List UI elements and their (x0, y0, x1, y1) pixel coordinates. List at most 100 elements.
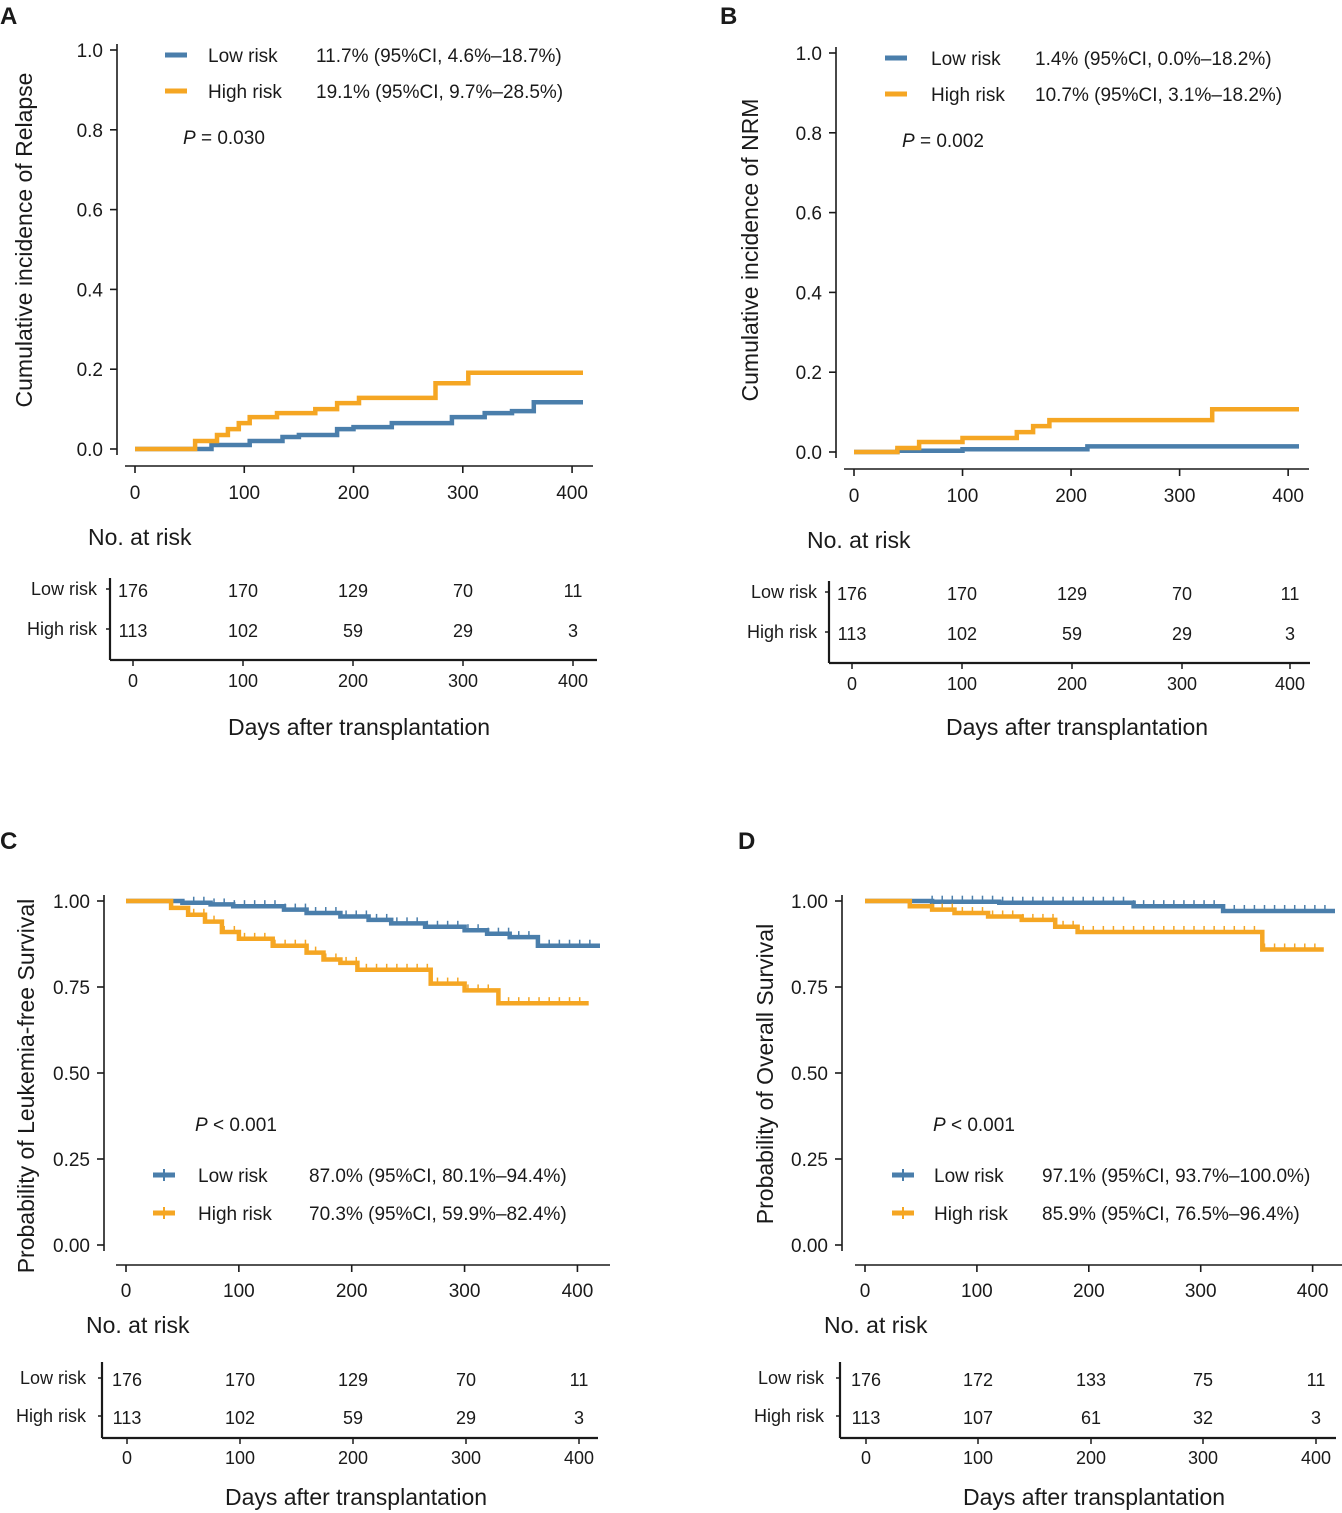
risk-table-title: No. at risk (807, 527, 911, 553)
risk-table-title: No. at risk (86, 1312, 190, 1338)
x-tick-label: 400 (1297, 1281, 1329, 1302)
risk-count: 11 (570, 1370, 589, 1390)
y-tick-label: 1.0 (77, 41, 103, 62)
risk-row-label: Low risk (20, 1368, 87, 1388)
y-tick-label: 0.2 (796, 363, 822, 384)
y-tick-label: 0.50 (791, 1064, 828, 1085)
panel-a: A 0.0 0.2 0.4 0.6 0.8 1.0 0 100 200 300 400 Cumulati… (0, 3, 597, 740)
legend-estimate: 85.9% (95%CI, 76.5%–96.4%) (1042, 1204, 1300, 1225)
risk-count: 102 (947, 624, 977, 644)
x-tick-label: 400 (1272, 486, 1304, 507)
risk-count: 11 (1281, 584, 1300, 604)
curve-high-risk (854, 407, 1299, 455)
p-value-symbol: P (933, 1115, 946, 1136)
panel-letter: C (0, 828, 17, 855)
risk-x-tick-label: 400 (1301, 1448, 1331, 1468)
legend-estimate: 10.7% (95%CI, 3.1%–18.2%) (1035, 85, 1282, 106)
risk-row-label: High risk (747, 622, 818, 642)
risk-count: 70 (456, 1370, 476, 1390)
risk-row-label: High risk (27, 619, 98, 639)
risk-count: 61 (1081, 1408, 1101, 1428)
legend-label: Low risk (934, 1166, 1004, 1187)
censor-marks-low-risk (192, 896, 591, 947)
x-tick-label: 100 (223, 1281, 255, 1302)
p-value-text: < 0.001 (208, 1115, 277, 1136)
risk-x-tick-label: 200 (1057, 674, 1087, 694)
curve-high-risk (865, 898, 1324, 952)
x-tick-label: 200 (336, 1281, 368, 1302)
y-tick-label: 0.8 (796, 124, 822, 145)
risk-count: 3 (1311, 1408, 1321, 1428)
panel-c: C 0.00 0.25 0.50 0.75 1.00 0 100 200 300 400 Probab… (0, 828, 610, 1510)
risk-x-tick-label: 100 (963, 1448, 993, 1468)
legend-estimate: 87.0% (95%CI, 80.1%–94.4%) (309, 1166, 567, 1187)
x-axis-title: Days after transplantation (228, 714, 490, 740)
censor-marks-low-risk (931, 895, 1326, 912)
x-tick-label: 300 (1185, 1281, 1217, 1302)
legend-estimate: 19.1% (95%CI, 9.7%–28.5%) (316, 82, 563, 103)
y-tick-label: 0.00 (791, 1236, 828, 1257)
risk-count: 59 (1062, 624, 1082, 644)
risk-row-label: High risk (16, 1406, 87, 1426)
panel-letter: A (0, 3, 17, 30)
risk-count: 3 (568, 621, 578, 641)
x-tick-label: 300 (447, 483, 479, 504)
x-axis-title: Days after transplantation (946, 714, 1208, 740)
risk-x-tick-label: 300 (451, 1448, 481, 1468)
y-tick-label: 0.25 (791, 1150, 828, 1171)
y-tick-label: 0.0 (796, 443, 822, 464)
risk-x-tick-label: 0 (128, 671, 138, 691)
risk-x-tick-label: 400 (1275, 674, 1305, 694)
risk-row-label: Low risk (31, 579, 98, 599)
x-tick-label: 100 (228, 483, 260, 504)
x-tick-label: 0 (121, 1281, 132, 1302)
risk-x-tick-label: 100 (228, 671, 258, 691)
legend-label: High risk (931, 85, 1005, 106)
censor-marks-high-risk (931, 903, 1316, 951)
y-tick-label: 0.00 (53, 1236, 90, 1257)
legend-label: Low risk (198, 1166, 268, 1187)
y-axis-title: Cumulative incidence of Relapse (11, 73, 37, 408)
risk-row-label: Low risk (751, 582, 818, 602)
risk-count: 129 (338, 581, 368, 601)
risk-count: 59 (343, 1408, 363, 1428)
panel-letter: B (720, 3, 737, 30)
x-axis-title: Days after transplantation (963, 1484, 1225, 1510)
legend-label: Low risk (208, 46, 278, 67)
risk-count: 129 (1057, 584, 1087, 604)
risk-x-tick-label: 100 (947, 674, 977, 694)
y-axis-title: Cumulative incidence of NRM (737, 99, 763, 402)
x-tick-label: 200 (1055, 486, 1087, 507)
risk-count: 59 (343, 621, 363, 641)
risk-count: 3 (574, 1408, 584, 1428)
p-value-text: < 0.001 (946, 1115, 1015, 1136)
x-tick-label: 400 (556, 483, 588, 504)
p-value-symbol: P (195, 1115, 208, 1136)
y-axis-title: Probability of Leukemia-free Survival (13, 899, 39, 1274)
p-value-symbol: P (902, 131, 915, 152)
y-tick-label: 1.00 (791, 892, 828, 913)
x-tick-label: 200 (1073, 1281, 1105, 1302)
curve-high-risk (135, 370, 583, 452)
p-value-text: = 0.002 (915, 131, 984, 152)
x-axis-title: Days after transplantation (225, 1484, 487, 1510)
p-value: P < 0.001 (195, 1115, 277, 1136)
risk-x-tick-label: 300 (1188, 1448, 1218, 1468)
legend-label: High risk (198, 1204, 272, 1225)
legend-label: High risk (208, 82, 282, 103)
risk-count: 75 (1193, 1370, 1213, 1390)
risk-count: 170 (225, 1370, 255, 1390)
risk-count: 107 (963, 1408, 993, 1428)
p-value-text: = 0.030 (196, 128, 265, 149)
x-tick-label: 0 (860, 1281, 871, 1302)
risk-x-tick-label: 100 (225, 1448, 255, 1468)
risk-count: 11 (1307, 1370, 1326, 1390)
y-tick-label: 0.4 (796, 283, 823, 304)
x-tick-label: 200 (338, 483, 370, 504)
panel-b: B 0.0 0.2 0.4 0.6 0.8 1.0 0 100 200 300 400 Cumulati… (720, 3, 1310, 740)
legend-estimate: 97.1% (95%CI, 93.7%–100.0%) (1042, 1166, 1310, 1187)
risk-count: 170 (228, 581, 258, 601)
curve-low-risk (126, 898, 600, 948)
risk-x-tick-label: 0 (122, 1448, 132, 1468)
